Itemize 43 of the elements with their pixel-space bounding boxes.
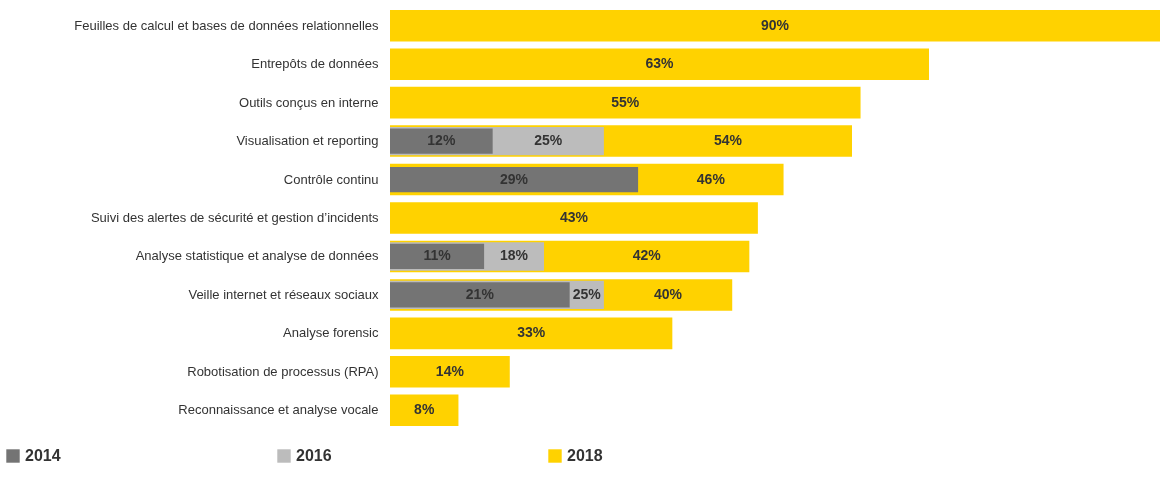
legend-label: 2014 — [25, 447, 61, 464]
y-tick-label: Robotisation de processus (RPA) — [187, 363, 379, 379]
data-label: 14% — [435, 362, 465, 379]
bar — [390, 356, 510, 388]
data-label: 33% — [517, 324, 546, 341]
bar — [390, 282, 570, 308]
data-label: 42% — [632, 247, 662, 264]
bar — [390, 128, 493, 154]
y-tick-label: Veille internet et réseaux sociaux — [188, 286, 379, 302]
data-label: 40% — [654, 285, 683, 302]
bar — [390, 48, 929, 80]
y-tick-label: Feuilles de calcul et bases de données relationnelles — [74, 17, 379, 33]
data-label: 46% — [696, 170, 726, 187]
y-tick-label: Analyse forensic — [283, 325, 379, 341]
data-label: 25% — [534, 132, 563, 149]
bar — [390, 243, 485, 270]
y-tick-label: Entrepôts de données — [251, 56, 379, 72]
data-label: 29% — [500, 170, 529, 187]
bar — [390, 394, 459, 427]
data-label: 54% — [713, 132, 743, 149]
bar — [390, 9, 1160, 42]
bar — [390, 86, 861, 119]
data-label: 12% — [427, 132, 456, 149]
data-label: 90% — [760, 16, 790, 33]
y-tick-label: Contrôle continu — [283, 171, 379, 187]
data-label: 55% — [611, 93, 640, 110]
data-label: 11% — [423, 247, 452, 264]
bar — [390, 166, 639, 193]
data-label: 18% — [500, 247, 529, 264]
y-tick-label: Reconnaissance et analyse vocale — [178, 402, 379, 418]
y-tick-label: Outils conçus en interne — [239, 94, 379, 110]
legend-label: 2018 — [567, 447, 603, 464]
data-label: 8% — [414, 401, 435, 418]
legend-label: 2016 — [296, 447, 332, 464]
data-label: 63% — [645, 55, 675, 72]
y-tick-label: Analyse statistique et analyse de données — [135, 248, 379, 264]
data-label: 25% — [572, 285, 602, 302]
y-tick-label: Suivi des alertes de sécurité et gestion d’incidents — [90, 210, 379, 225]
data-label: 43% — [559, 209, 589, 225]
bar — [390, 317, 673, 350]
y-tick-label: Visualisation et reporting — [236, 133, 379, 149]
data-label: 21% — [465, 285, 495, 302]
bar — [390, 202, 758, 234]
